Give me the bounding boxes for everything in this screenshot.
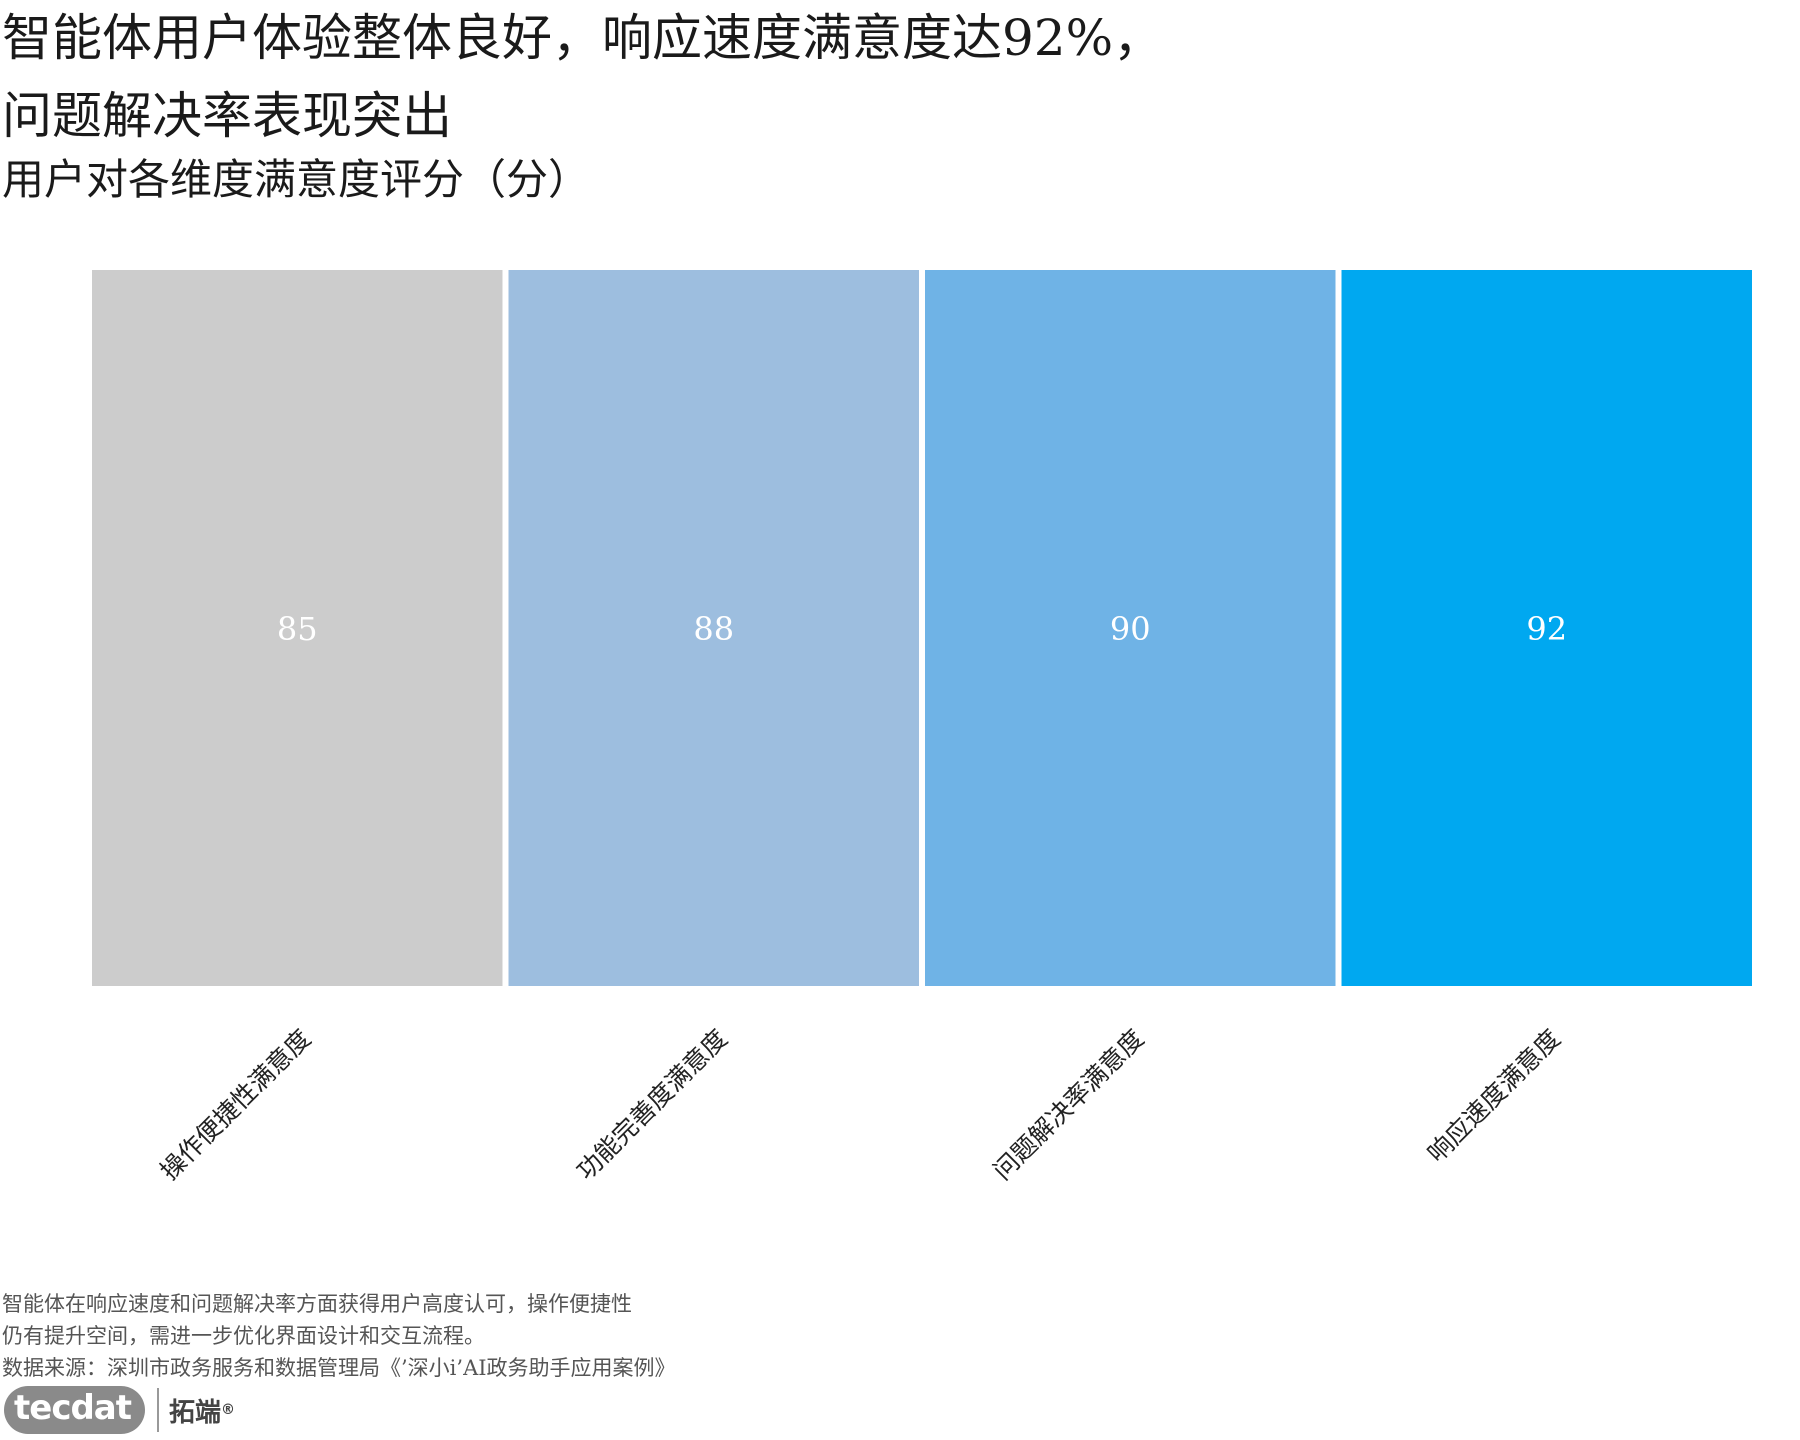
bar-3: [925, 270, 1336, 986]
bar-value-label-2: 88: [693, 610, 734, 648]
category-label-3: 问题解决率满意度: [988, 1024, 1150, 1186]
bar-value-label-1: 85: [277, 610, 318, 648]
bar-chart: 85 操作便捷性满意度 88 功能完善度满意度 90 问题解决率满意度 92 响应速度满意度: [92, 270, 1752, 1186]
bar-1: [92, 270, 503, 986]
bar-2: [508, 270, 919, 986]
bar-value-label-4: 92: [1526, 610, 1567, 648]
category-label-4: 响应速度满意度: [1422, 1024, 1566, 1168]
bar-value-label-3: 90: [1110, 610, 1151, 648]
footnote-line-2: 仍有提升空间，需进一步优化界面设计和交互流程。: [2, 1324, 485, 1348]
bar-4: [1341, 270, 1752, 986]
chart-headline-line-1: 智能体用户体验整体良好，响应速度满意度达92%，: [2, 9, 1164, 67]
data-source: 数据来源：深圳市政务服务和数据管理局《’深小i’AI政务助手应用案例》: [2, 1356, 676, 1380]
chart-headline-line-2: 问题解决率表现突出: [2, 87, 452, 145]
brand-logo: tecdat 拓端 ®: [4, 1382, 235, 1438]
logo-divider: [157, 1388, 160, 1432]
footnote: 智能体在响应速度和问题解决率方面获得用户高度认可，操作便捷性 仍有提升空间，需进…: [2, 1288, 676, 1384]
footnote-line-1: 智能体在响应速度和问题解决率方面获得用户高度认可，操作便捷性: [2, 1292, 632, 1316]
logo-chinese-name: 拓端: [169, 1397, 222, 1428]
chart-subtitle: 用户对各维度满意度评分（分）: [2, 155, 591, 204]
category-label-1: 操作便捷性满意度: [155, 1024, 317, 1186]
registered-mark: ®: [221, 1402, 236, 1418]
logo-wordmark: tecdat: [4, 1386, 146, 1434]
category-label-2: 功能完善度满意度: [571, 1024, 733, 1186]
